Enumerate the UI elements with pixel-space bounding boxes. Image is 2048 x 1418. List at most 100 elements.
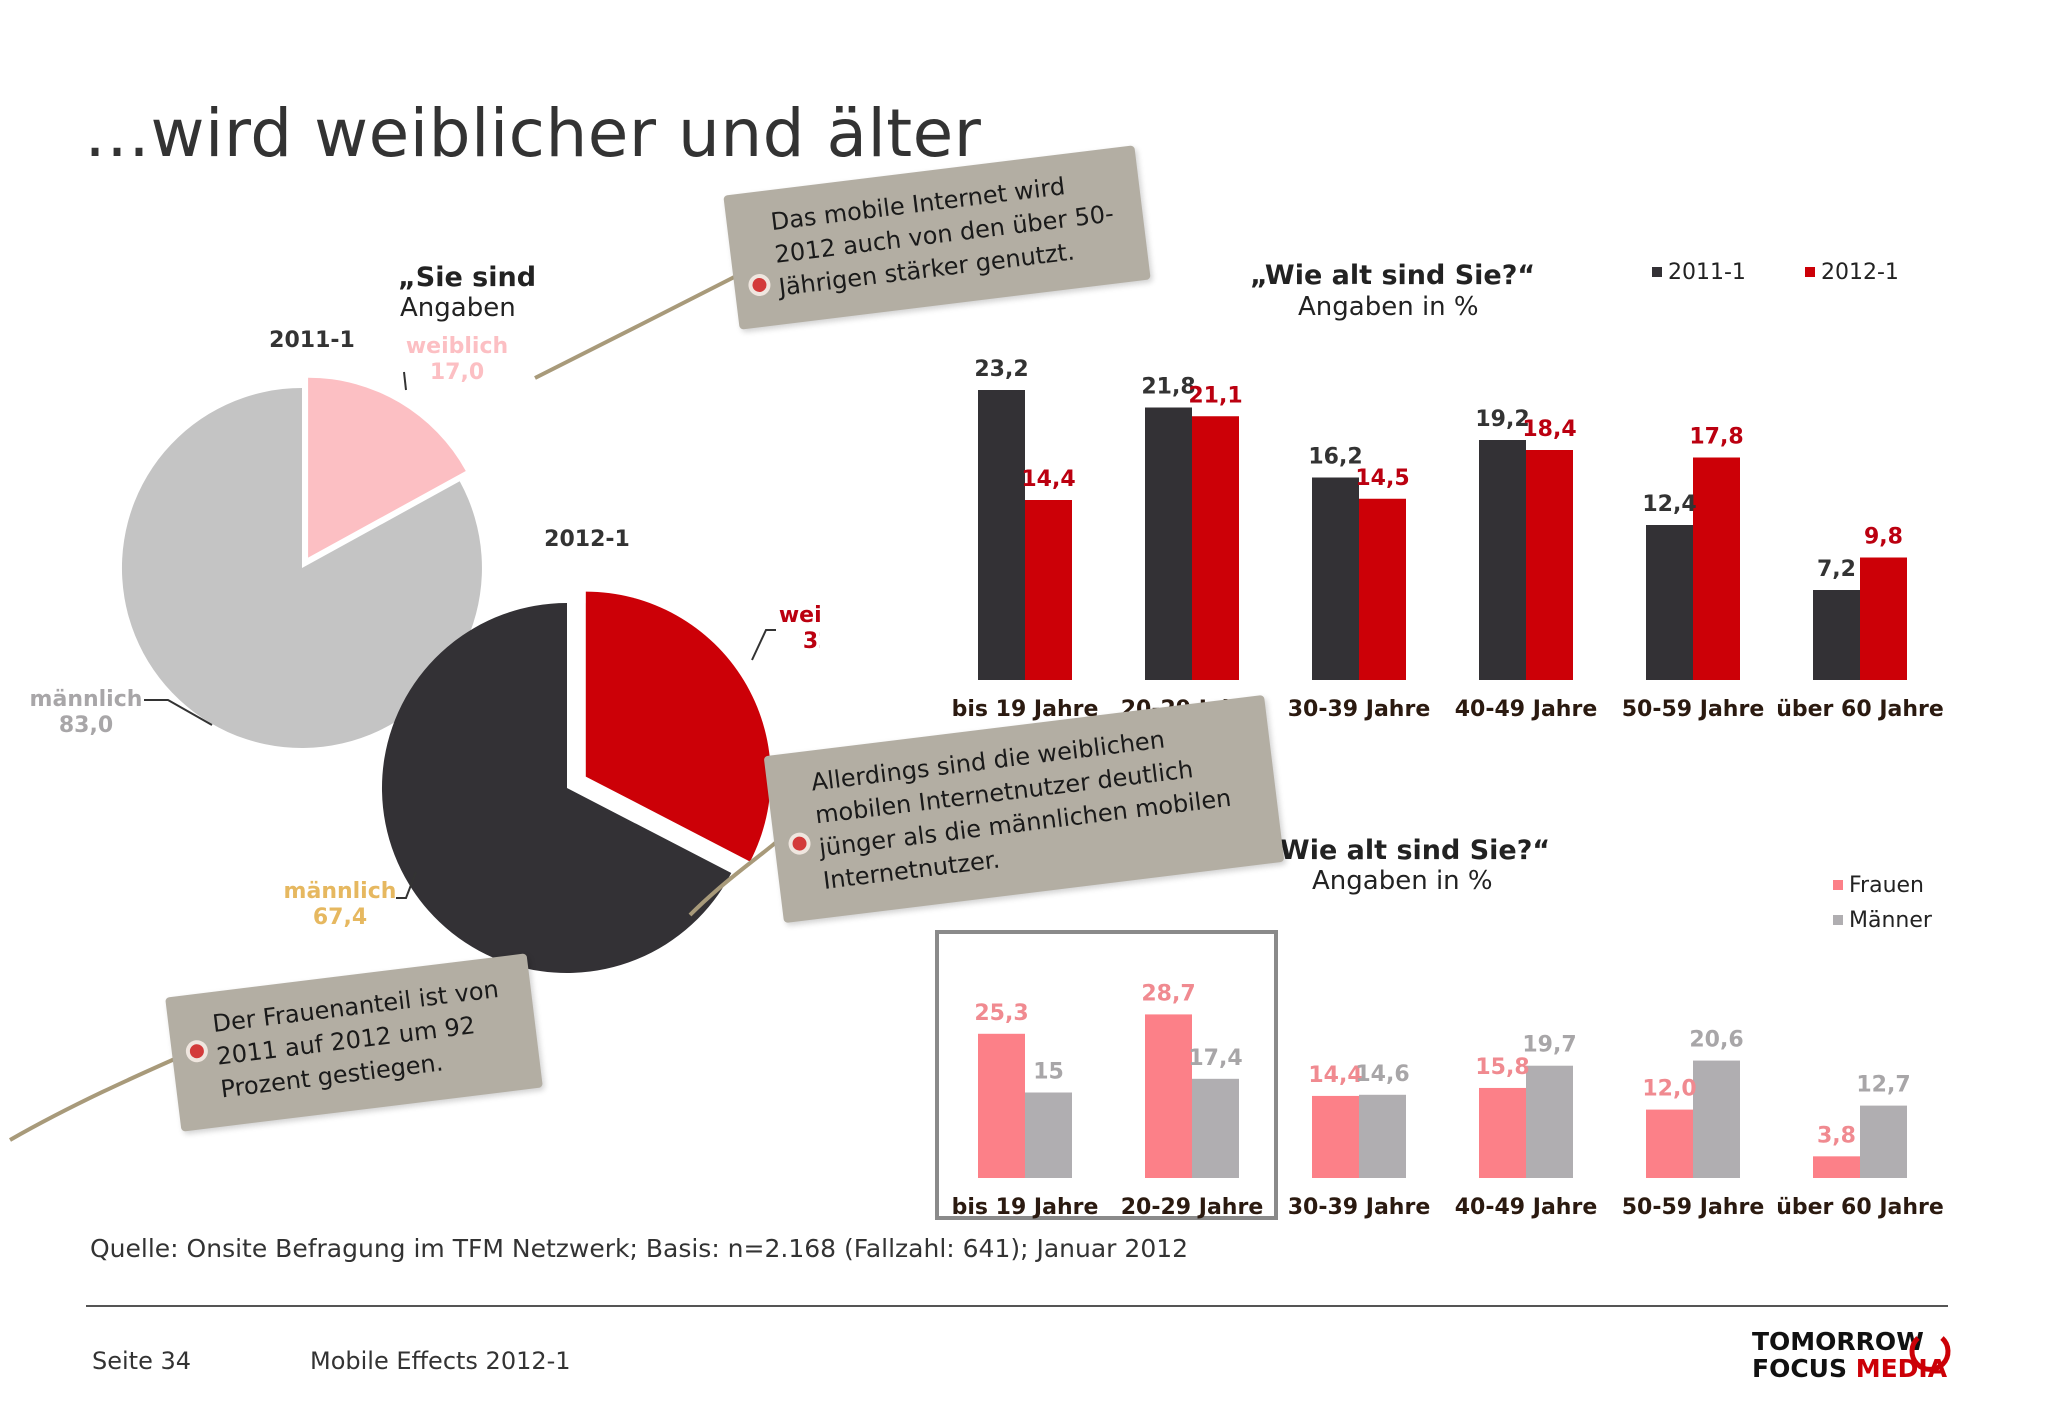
value-label-2012: 14,5 [1355, 466, 1409, 491]
value-label-2011: 23,2 [974, 357, 1028, 382]
age-bar-chart-gender: 25,3 15 bis 19 Jahre 28,7 17,4 20-29 Jahre 14,… [952, 981, 1944, 1220]
logo-ring-icon [1909, 1336, 1951, 1372]
bar-maenner [1359, 1094, 1406, 1178]
pie-2011-title: 2011-1 [269, 328, 355, 353]
bar-2012 [1025, 500, 1072, 680]
legend-label-maenner: Männer [1849, 908, 1932, 933]
bar-maenner [1693, 1060, 1740, 1178]
page-number: Seite 34 [92, 1347, 192, 1375]
pie-2011-slice-weiblich [308, 377, 466, 558]
category-label: 30-39 Jahre [1288, 697, 1430, 722]
pie-2011-label-weiblich: weiblich [406, 334, 508, 359]
bar-frauen [1479, 1087, 1526, 1178]
tag-string-3 [9, 1048, 196, 1142]
legend-swatch-frauen [1833, 880, 1843, 890]
bar-2012 [1359, 498, 1406, 680]
tag-hole [747, 272, 772, 298]
category-label: 50-59 Jahre [1622, 697, 1764, 722]
logo-line-1: TOMORROW [1752, 1327, 1924, 1356]
bar-maenner [1025, 1092, 1072, 1178]
bar-maenner [1526, 1065, 1573, 1178]
pie-2012-value-weiblich: 32,6 [803, 629, 820, 654]
pie-2012-label-maennlich: männlich [284, 879, 397, 904]
gender-chart-title: „Sie sind [398, 262, 537, 293]
page-title: …wird weiblicher und älter [84, 95, 982, 172]
pie-2012-label-weiblich: weiblich [779, 603, 820, 628]
legend-item-frauen: Frauen [1833, 873, 1924, 898]
source-note: Quelle: Onsite Befragung im TFM Netzwerk… [90, 1234, 1189, 1263]
bar-frauen [978, 1033, 1025, 1178]
pie-2011-label-maennlich: männlich [30, 687, 143, 712]
gender-chart-subtitle: Angaben [400, 293, 516, 323]
bar-2012 [1693, 457, 1740, 680]
legend-item-maenner: Männer [1833, 908, 1932, 933]
bar-2011 [1312, 477, 1359, 680]
value-label-frauen: 12,0 [1642, 1077, 1696, 1102]
legend-label-frauen: Frauen [1849, 873, 1925, 898]
value-label-frauen: 28,7 [1141, 981, 1195, 1006]
bar-2012 [1526, 450, 1573, 680]
category-label: 40-49 Jahre [1455, 1195, 1597, 1220]
legend-swatch-red [1805, 267, 1815, 277]
tag-string-1 [534, 266, 753, 380]
value-label-maenner: 17,4 [1188, 1046, 1242, 1071]
bar-frauen [1646, 1109, 1693, 1178]
value-label-2012: 9,8 [1864, 525, 1903, 550]
legend-item-2011: 2011-1 [1652, 260, 1746, 285]
pie-2012-slice-weiblich [585, 591, 771, 862]
value-label-2011: 19,2 [1475, 407, 1529, 432]
legend-item-2012: 2012-1 [1805, 260, 1899, 285]
age-gender-chart-title: „Wie alt sind Sie?“ [1265, 835, 1551, 866]
bar-frauen [1145, 1014, 1192, 1178]
footer-divider [86, 1305, 1948, 1307]
value-label-frauen: 14,4 [1308, 1063, 1362, 1088]
pie-2011-value-maennlich: 83,0 [59, 713, 113, 738]
pie-2011-value-weiblich: 17,0 [430, 360, 484, 385]
pie-2012-leader-maennlich [396, 871, 417, 899]
bar-frauen [1813, 1156, 1860, 1178]
legend-swatch-dark [1652, 267, 1662, 277]
value-label-2011: 12,4 [1642, 492, 1696, 517]
category-label: über 60 Jahre [1776, 697, 1944, 722]
tag-women-share-text: Der Frauenanteil ist von 2011 auf 2012 u… [210, 975, 501, 1104]
value-label-maenner: 15 [1033, 1060, 1064, 1085]
value-label-maenner: 12,7 [1856, 1073, 1910, 1098]
bar-2011 [978, 390, 1025, 680]
pie-2012-leader-weiblich [751, 629, 776, 661]
logo-line-2a: FOCUS [1752, 1354, 1856, 1383]
category-label: 50-59 Jahre [1622, 1195, 1764, 1220]
age-gender-chart-subtitle: Angaben in % [1312, 866, 1493, 896]
value-label-frauen: 3,8 [1817, 1123, 1856, 1148]
value-label-frauen: 25,3 [974, 1001, 1028, 1026]
value-label-2011: 16,2 [1308, 445, 1362, 470]
bar-2011 [1646, 525, 1693, 680]
category-label: bis 19 Jahre [952, 1195, 1099, 1220]
tag-hole [184, 1038, 210, 1064]
company-logo: TOMORROW FOCUS MEDIA [1752, 1328, 1947, 1382]
value-label-maenner: 19,7 [1522, 1033, 1576, 1058]
bar-frauen [1312, 1095, 1359, 1178]
pie-2011-slice-maennlich [121, 388, 482, 748]
value-label-2012: 21,1 [1188, 383, 1242, 408]
value-label-2011: 21,8 [1141, 375, 1195, 400]
bar-2012 [1192, 416, 1239, 680]
age-chart-subtitle: Angaben in % [1298, 292, 1479, 322]
bar-2011 [1479, 440, 1526, 680]
category-label: 20-29 Jahre [1121, 1195, 1263, 1220]
bar-maenner [1192, 1078, 1239, 1178]
category-label: über 60 Jahre [1776, 1195, 1944, 1220]
pie-2011-leader-maennlich [144, 699, 213, 726]
tag-women-younger-text: Allerdings sind die weiblichen mobilen I… [809, 725, 1233, 895]
legend-label-2011: 2011-1 [1668, 260, 1746, 285]
highlight-young-groups [935, 930, 1278, 1220]
value-label-2011: 7,2 [1817, 557, 1856, 582]
bar-maenner [1860, 1105, 1907, 1178]
value-label-2012: 17,8 [1689, 425, 1743, 450]
bar-2012 [1860, 557, 1907, 680]
value-label-maenner: 20,6 [1689, 1028, 1743, 1053]
pie-2011-leader-weiblich [403, 371, 407, 391]
value-label-maenner: 14,6 [1355, 1062, 1409, 1087]
category-label: 40-49 Jahre [1455, 697, 1597, 722]
legend-label-2012: 2012-1 [1821, 260, 1899, 285]
